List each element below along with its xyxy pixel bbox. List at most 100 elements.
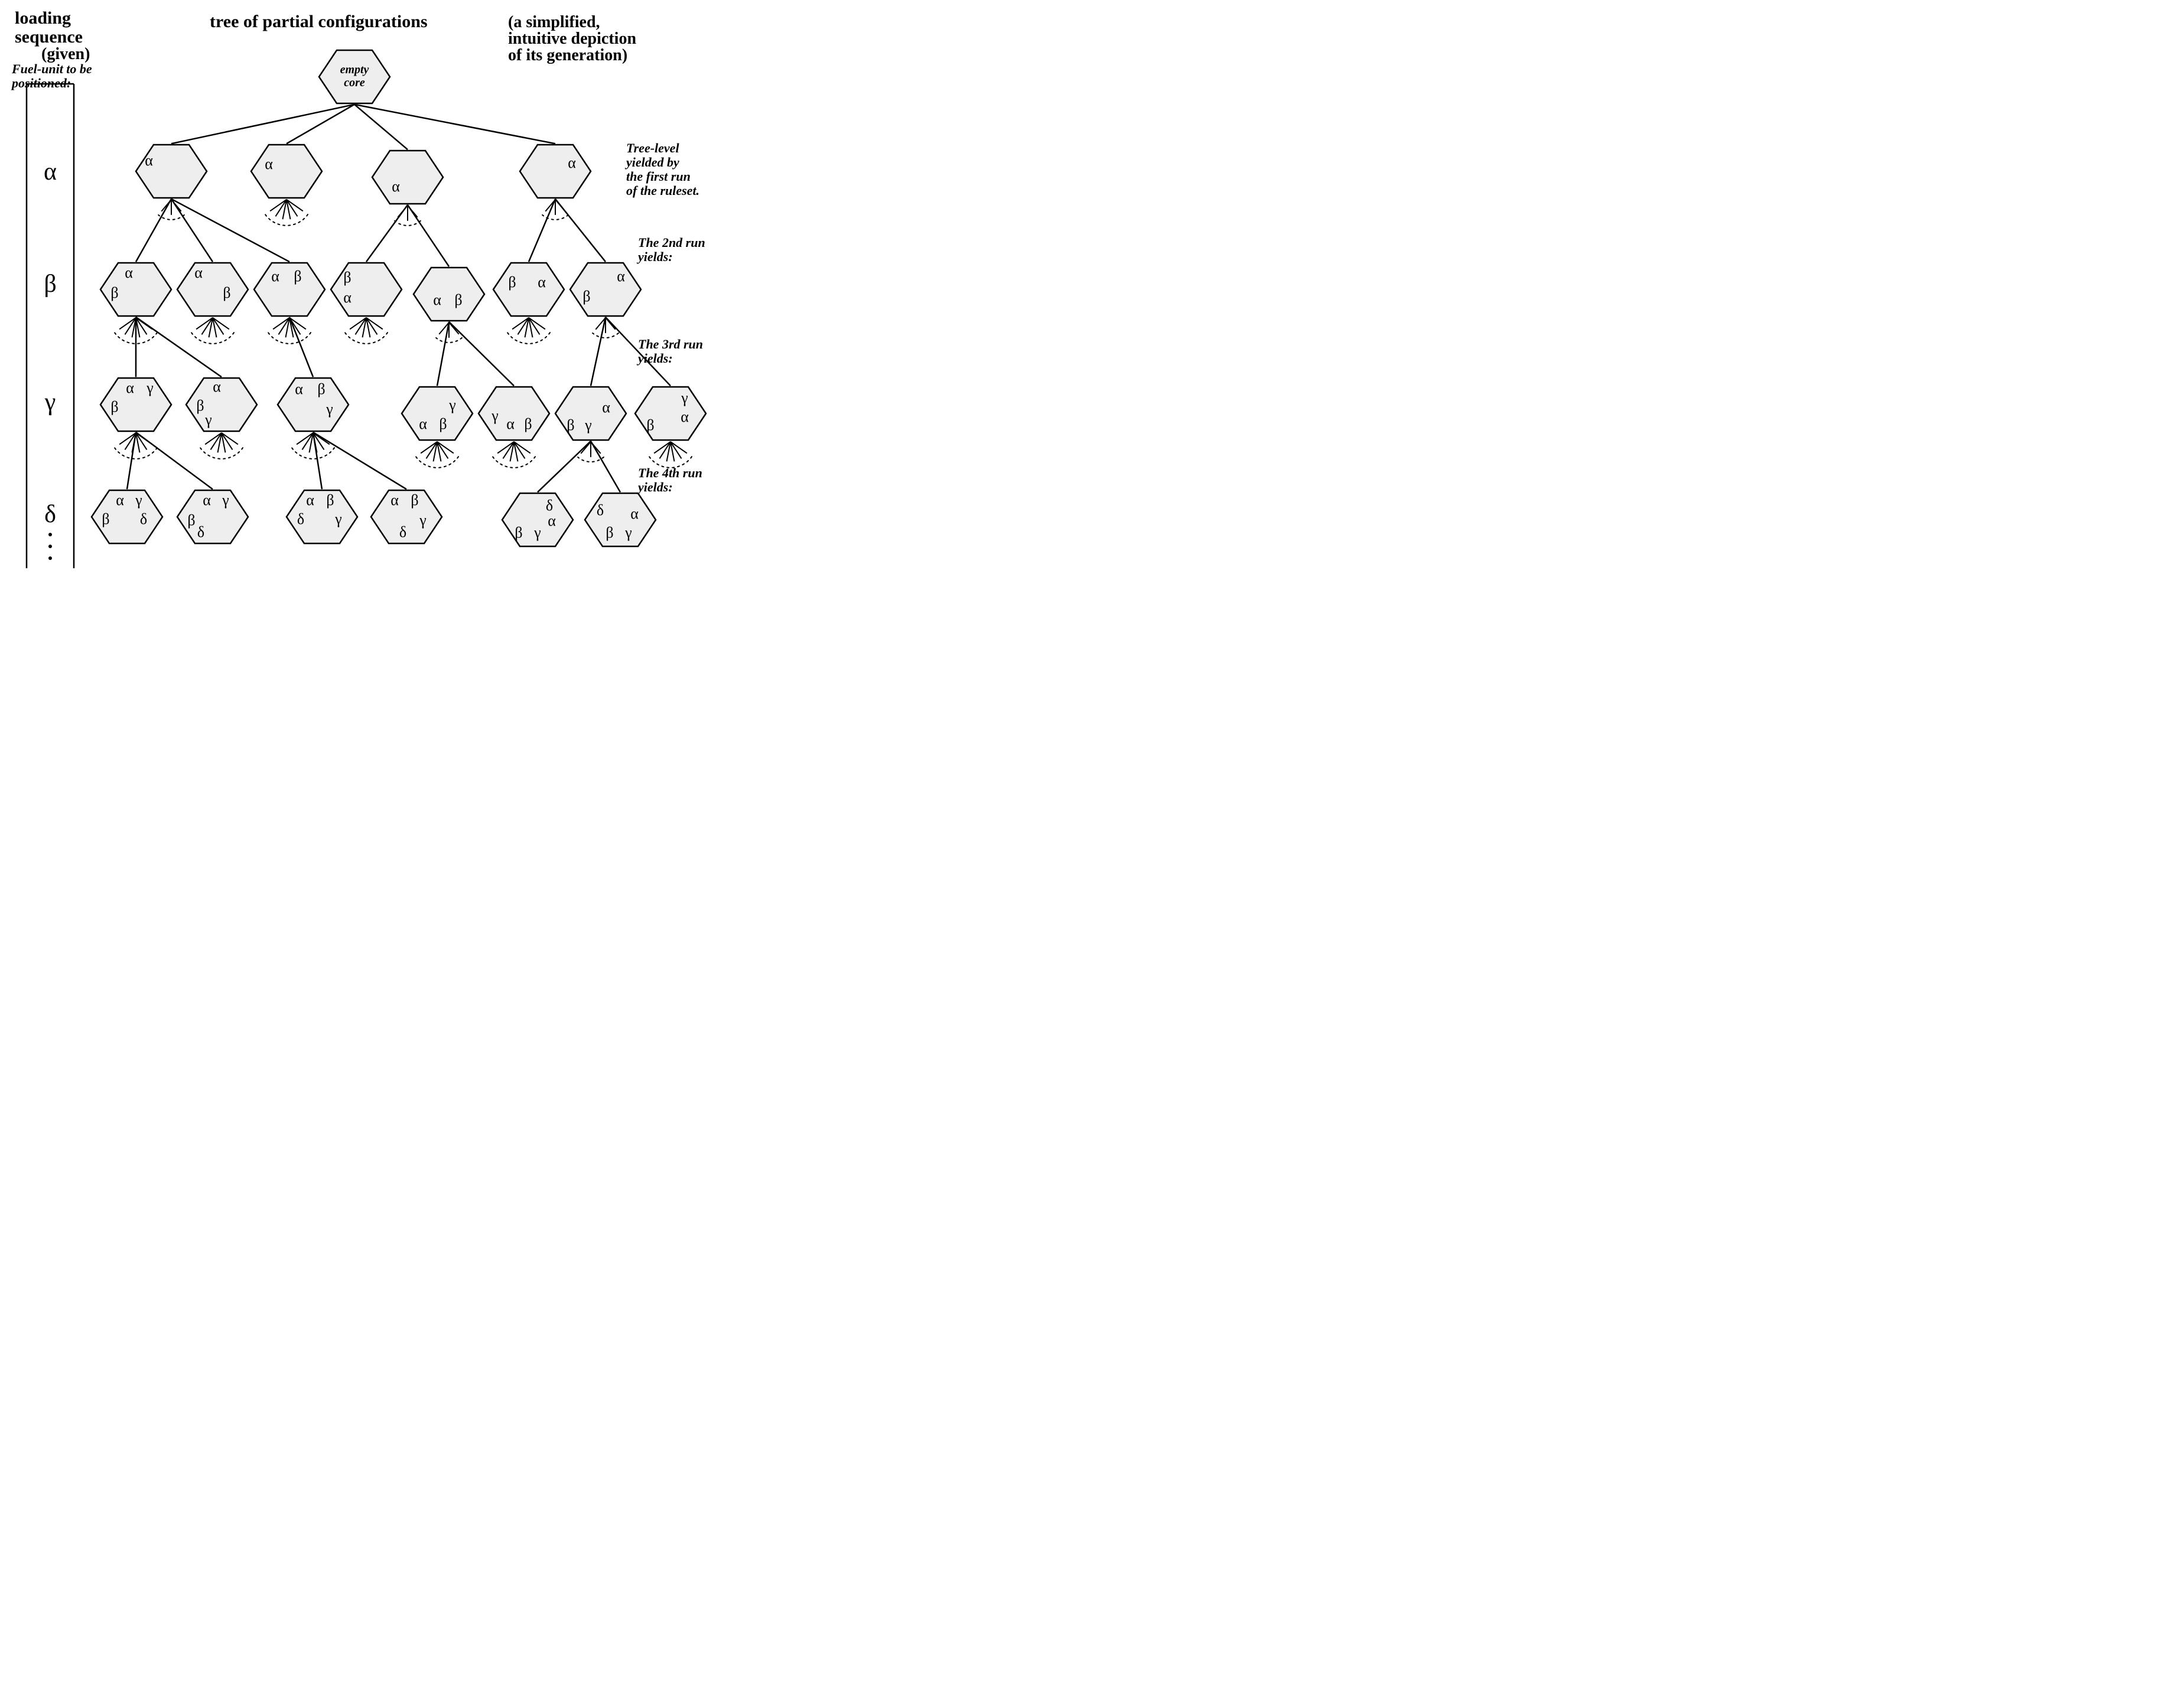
fuel-unit-line1: Fuel-unit to be (11, 61, 92, 76)
node-c1-label-1: γ (146, 379, 154, 396)
caption-run1-2: the first run (626, 169, 691, 184)
fan-arc (115, 448, 157, 459)
caption-run1-3: of the ruleset. (626, 183, 699, 198)
node-c6-label-1: β (567, 416, 574, 434)
tree-title: tree of partial configurations (210, 12, 428, 31)
hex-node-b3: αβ (254, 263, 325, 316)
node-d4-label-3: δ (399, 523, 406, 540)
node-c7-label-1: α (681, 408, 689, 425)
caption-run4-1: yields: (636, 480, 673, 494)
hex-node-b5: αβ (414, 268, 484, 321)
node-c3-label-1: β (317, 380, 325, 398)
node-b6-label-0: β (508, 273, 516, 291)
fan-arc (200, 448, 243, 459)
node-c7-label-0: γ (681, 389, 688, 406)
seq-symbol-α: α (44, 158, 57, 185)
seq-symbol-β: β (44, 271, 56, 298)
fan-line (591, 442, 601, 454)
fan-line (555, 200, 565, 211)
hex-node-b7: αβ (570, 263, 641, 316)
edge-a1-b1 (136, 199, 171, 262)
hex-shape (520, 145, 591, 198)
hex-node-c6: α βγ (555, 387, 626, 440)
node-b2-label-0: α (194, 264, 203, 281)
edge-b5-c4 (437, 322, 449, 386)
edge-root-a3 (354, 105, 408, 149)
node-d2-label-1: γ (222, 491, 229, 509)
node-c2-label-1: β (196, 397, 204, 414)
edge-root-a1 (171, 105, 354, 144)
edge-c6-d5 (538, 441, 591, 492)
node-c6-label-0: α (602, 399, 610, 416)
node-c2-label-2: γ (204, 411, 212, 428)
hex-shape (372, 151, 443, 204)
fan-arc (416, 457, 458, 468)
depiction-line-1: intuitive depiction (508, 30, 636, 48)
caption-run2-0: The 2nd run (638, 235, 705, 250)
fan-arc (191, 333, 234, 344)
node-d5-label-3: γ (533, 524, 541, 541)
caption-run3-1: yields: (636, 351, 673, 366)
hex-shape (177, 263, 248, 316)
hex-node-d2: αγβδ (177, 490, 248, 543)
node-d6-label-0: δ (597, 501, 604, 519)
title-sequence: sequence (15, 27, 83, 47)
node-c4-label-1: α (419, 415, 427, 432)
caption-run1-0: Tree-level (626, 141, 679, 155)
fan-arc (593, 333, 619, 338)
node-b3-label-1: β (294, 268, 301, 285)
hex-shape (278, 378, 349, 431)
hex-node-c2: αβγ (186, 378, 257, 431)
hex-shape (570, 263, 641, 316)
node-c4-label-2: β (439, 415, 447, 432)
hex-shape (331, 263, 402, 316)
node-c1-label-0: α (126, 379, 134, 396)
node-a2-label-0: α (265, 155, 273, 172)
fan-arc (395, 221, 421, 226)
hex-node-c7: γα β (635, 387, 706, 440)
node-d2-label-0: α (203, 491, 211, 509)
node-b4-label-1: α (343, 289, 351, 306)
caption-run2-1: yields: (636, 249, 673, 264)
edge-root-a2 (287, 105, 354, 144)
node-c7-label-2: β (646, 416, 654, 434)
title-given: (given) (41, 45, 90, 63)
depiction-line-2: of its generation) (508, 46, 627, 64)
edge-a3-b5 (408, 205, 449, 266)
node-b2-label-1: β (223, 284, 230, 301)
node-d3-label-0: α (306, 491, 314, 509)
fan-line (408, 206, 418, 217)
seq-dot-2 (48, 556, 52, 560)
node-d6-label-2: β (606, 524, 613, 541)
hex-node-a3: α (372, 151, 443, 204)
node-d5-label-0: δ (546, 497, 553, 514)
caption-run1-1: yielded by (624, 155, 679, 170)
node-d6-label-1: α (630, 505, 639, 522)
node-d3-label-2: δ (297, 510, 304, 527)
fan-arc (507, 333, 550, 344)
edge-a1-b2 (171, 199, 213, 262)
hex-shape (635, 387, 706, 440)
hex-node-d1: αγβδ (92, 490, 162, 543)
hex-shape (493, 263, 564, 316)
node-d4-label-1: β (411, 491, 418, 509)
node-d1-label-1: γ (135, 491, 142, 509)
node-a1-label-0: α (145, 152, 153, 169)
node-c5-label-1: α (506, 415, 515, 432)
node-b7-label-1: β (582, 288, 590, 305)
node-d2-label-3: δ (197, 523, 204, 540)
fan-arc (268, 333, 311, 344)
fan-line (606, 318, 616, 330)
hex-node-root: emptycore (319, 50, 390, 103)
hex-node-a1: α (136, 145, 207, 198)
node-c6-label-2: γ (584, 416, 592, 434)
node-b1-label-0: α (125, 264, 133, 281)
hex-node-b2: αβ (177, 263, 248, 316)
fan-line (449, 323, 459, 334)
fan-arc (493, 457, 535, 468)
fan-arc (265, 214, 308, 226)
fan-arc (345, 333, 388, 344)
node-a3-label-0: α (392, 178, 400, 195)
node-b7-label-0: α (617, 268, 625, 285)
node-c4-label-0: γ (448, 396, 456, 413)
